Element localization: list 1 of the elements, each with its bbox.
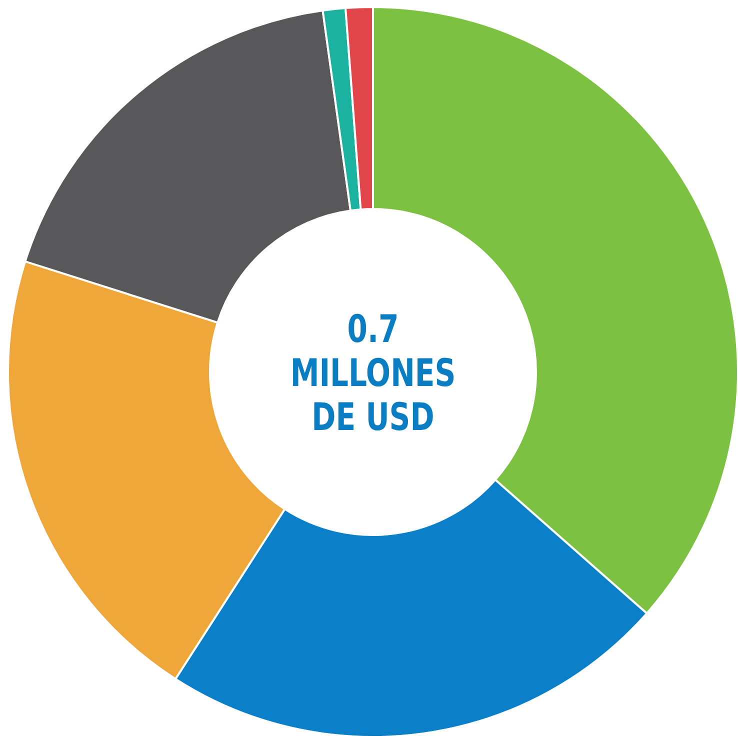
text: 0.7 MILLONES DE USD: [290, 308, 456, 440]
